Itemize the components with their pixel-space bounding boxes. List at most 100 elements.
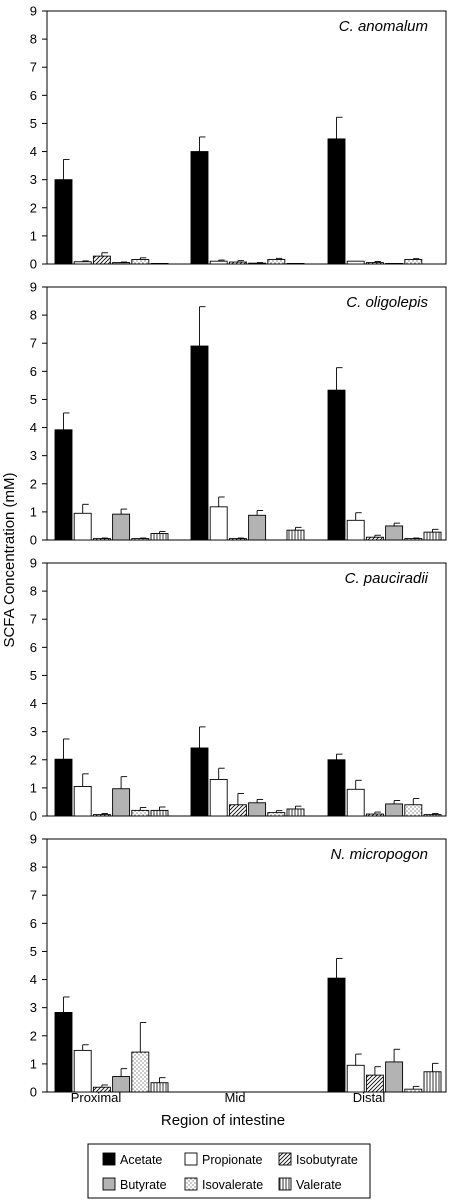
plot-frame bbox=[46, 562, 447, 817]
x-tick-label-mid: Mid bbox=[225, 1090, 246, 1105]
bar-butyrate-proximal bbox=[112, 788, 131, 817]
bar-butyrate-mid bbox=[248, 802, 267, 817]
bar-propionate-proximal bbox=[73, 1049, 92, 1093]
y-tick-label: 1 bbox=[30, 228, 37, 243]
y-tick-label: 4 bbox=[30, 972, 37, 987]
bar-valerate-proximal bbox=[150, 809, 169, 817]
legend-label-valerate: Valerate bbox=[296, 1178, 342, 1192]
bar-valerate-proximal bbox=[150, 262, 169, 265]
y-tick-label: 8 bbox=[30, 584, 37, 599]
y-tick-label: 6 bbox=[30, 88, 37, 103]
legend-label-isovalerate: Isovalerate bbox=[202, 1178, 263, 1192]
legend-label-isobutyrate: Isobutyrate bbox=[296, 1153, 358, 1167]
y-tick-label: 4 bbox=[30, 420, 37, 435]
bar-propionate-distal bbox=[346, 260, 365, 265]
legend-swatch-valerate bbox=[278, 1177, 292, 1191]
bar-propionate-distal bbox=[346, 519, 365, 541]
plot-frame bbox=[46, 10, 447, 265]
bar-isovalerate-proximal bbox=[131, 538, 150, 541]
y-tick-label: 5 bbox=[30, 944, 37, 959]
y-tick-label: 6 bbox=[30, 364, 37, 379]
y-tick-label: 2 bbox=[30, 476, 37, 491]
bar-isovalerate-distal bbox=[404, 538, 423, 541]
y-tick-label: 7 bbox=[30, 612, 37, 627]
legend-swatch-propionate bbox=[184, 1152, 198, 1166]
x-axis-title: Region of intestine bbox=[161, 1112, 285, 1129]
y-tick-label: 3 bbox=[30, 448, 37, 463]
x-tick-labels: Proximal Mid Distal bbox=[71, 1090, 386, 1105]
bar-butyrate-distal bbox=[385, 525, 404, 541]
bar-isovalerate-proximal bbox=[131, 809, 150, 817]
y-tick-label: 3 bbox=[30, 724, 37, 739]
y-tick-label: 4 bbox=[30, 696, 37, 711]
y-tick-label: 0 bbox=[30, 257, 37, 272]
y-tick-label: 0 bbox=[30, 1085, 37, 1100]
bar-acetate-distal bbox=[327, 138, 346, 265]
panel-title: N. micropogon bbox=[330, 846, 428, 863]
legend-label-acetate: Acetate bbox=[120, 1153, 162, 1167]
bar-propionate-proximal bbox=[73, 261, 92, 265]
legend-label-butyrate: Butyrate bbox=[120, 1178, 167, 1192]
bar-acetate-proximal bbox=[54, 429, 73, 541]
y-tick-label: 6 bbox=[30, 640, 37, 655]
bar-isobutyrate-proximal bbox=[92, 255, 111, 265]
bar-acetate-distal bbox=[327, 389, 346, 541]
bar-butyrate-mid bbox=[248, 262, 267, 265]
bar-isovalerate-distal bbox=[404, 804, 423, 817]
bar-valerate-mid bbox=[286, 808, 305, 817]
y-tick-label: 3 bbox=[30, 1000, 37, 1015]
bar-propionate-distal bbox=[346, 1064, 365, 1093]
y-tick-label: 5 bbox=[30, 392, 37, 407]
y-tick-label: 6 bbox=[30, 916, 37, 931]
y-tick-label: 8 bbox=[30, 860, 37, 875]
y-tick-label: 9 bbox=[30, 4, 37, 19]
bar-valerate-proximal bbox=[150, 1082, 169, 1093]
panel-title: C. anomalum bbox=[339, 18, 428, 35]
y-tick-label: 1 bbox=[30, 504, 37, 519]
y-tick-label: 5 bbox=[30, 668, 37, 683]
y-tick-label: 2 bbox=[30, 752, 37, 767]
x-tick-label-proximal: Proximal bbox=[71, 1090, 122, 1105]
y-tick-label: 5 bbox=[30, 116, 37, 131]
bar-valerate-distal bbox=[423, 531, 442, 541]
bar-acetate-distal bbox=[327, 977, 346, 1093]
bar-isobutyrate-distal bbox=[365, 262, 384, 265]
y-tick-label: 7 bbox=[30, 888, 37, 903]
legend: Acetate Propionate Isobutyrate Butyrate Isov… bbox=[87, 1143, 371, 1199]
plot-frame bbox=[46, 838, 447, 1093]
bar-acetate-proximal bbox=[54, 179, 73, 265]
y-tick-label: 7 bbox=[30, 336, 37, 351]
bar-acetate-mid bbox=[190, 345, 209, 541]
panel-2: 0 1 2 3 4 5 6 7 8 9 C. oligolepis bbox=[30, 280, 447, 548]
bar-butyrate-distal bbox=[385, 1061, 404, 1093]
bar-isovalerate-proximal bbox=[131, 259, 150, 265]
bar-isovalerate-distal bbox=[404, 259, 423, 265]
bar-isobutyrate-mid bbox=[228, 261, 247, 265]
legend-swatch-isovalerate bbox=[184, 1177, 198, 1191]
panel-4: 0 1 2 3 4 5 6 7 8 9 N. micropogon bbox=[30, 832, 447, 1100]
bar-butyrate-distal bbox=[385, 262, 404, 265]
y-tick-label: 3 bbox=[30, 172, 37, 187]
bar-butyrate-proximal bbox=[112, 262, 131, 265]
y-tick-label: 1 bbox=[30, 780, 37, 795]
panel-title: C. oligolepis bbox=[346, 294, 428, 311]
bar-butyrate-proximal bbox=[112, 513, 131, 541]
y-tick-label: 8 bbox=[30, 308, 37, 323]
panel-1: 0 1 2 3 4 5 6 7 8 9 C. anomalum bbox=[30, 4, 447, 272]
bar-valerate-mid bbox=[286, 262, 305, 265]
bar-isobutyrate-mid bbox=[228, 538, 247, 541]
y-tick-label: 0 bbox=[30, 809, 37, 824]
y-tick-label: 2 bbox=[30, 1028, 37, 1043]
bar-isobutyrate-proximal bbox=[92, 814, 111, 817]
bar-butyrate-mid bbox=[248, 514, 267, 541]
bar-acetate-mid bbox=[190, 747, 209, 817]
y-tick-label: 7 bbox=[30, 60, 37, 75]
bar-isobutyrate-distal bbox=[365, 813, 384, 817]
bar-valerate-distal bbox=[423, 814, 442, 817]
bar-valerate-proximal bbox=[150, 533, 169, 541]
y-axis-title: SCFA Concentration (mM) bbox=[1, 472, 18, 647]
legend-label-propionate: Propionate bbox=[202, 1153, 263, 1167]
bar-propionate-mid bbox=[209, 779, 228, 817]
bar-isovalerate-distal bbox=[404, 1088, 423, 1093]
